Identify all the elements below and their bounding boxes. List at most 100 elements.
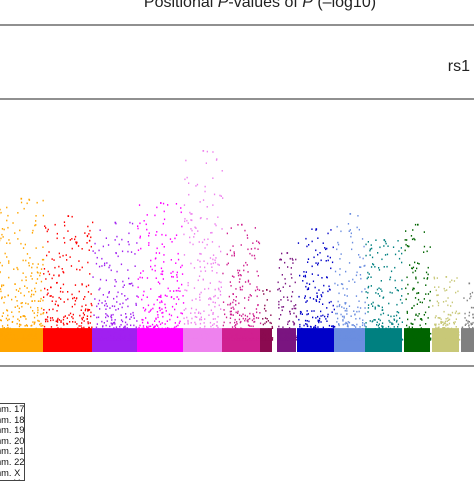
snp-point	[113, 298, 114, 300]
snp-point	[208, 314, 209, 316]
snp-point	[180, 267, 181, 269]
snp-point	[255, 290, 256, 292]
snp-point	[201, 329, 202, 331]
snp-point	[121, 339, 122, 341]
snp-point	[381, 259, 382, 261]
snp-point	[247, 336, 248, 338]
snp-point	[160, 332, 161, 334]
snp-point	[40, 290, 41, 292]
snp-point	[415, 333, 416, 335]
snp-point	[397, 240, 398, 242]
snp-point	[167, 320, 168, 322]
snp-point	[444, 339, 445, 341]
snp-point	[235, 327, 236, 329]
snp-point	[176, 339, 177, 341]
snp-point	[102, 326, 103, 328]
chromosome-points	[43, 215, 93, 352]
snp-point	[287, 332, 288, 334]
snp-point	[443, 324, 444, 326]
snp-point	[317, 334, 318, 336]
snp-point	[392, 332, 393, 334]
snp-point	[46, 335, 47, 337]
snp-point	[311, 332, 312, 334]
snp-point	[279, 259, 280, 261]
snp-point	[310, 339, 311, 341]
snp-point	[436, 295, 437, 297]
snp-point	[328, 260, 329, 262]
snp-point	[261, 329, 262, 331]
snp-point	[216, 159, 217, 161]
snp-point	[317, 316, 318, 318]
snp-point	[41, 325, 42, 327]
snp-point	[404, 339, 405, 341]
data-points	[0, 150, 474, 352]
snp-point	[342, 330, 343, 332]
snp-point	[328, 337, 329, 339]
snp-point	[28, 262, 29, 264]
snp-point	[383, 313, 384, 315]
snp-point	[414, 288, 415, 290]
snp-point	[409, 339, 410, 341]
snp-point	[93, 314, 94, 316]
snp-point	[208, 304, 209, 306]
snp-point	[199, 318, 200, 320]
snp-point	[379, 305, 380, 307]
snp-point	[264, 337, 265, 339]
snp-point	[128, 233, 129, 235]
snp-point	[40, 298, 41, 300]
snp-point	[176, 290, 177, 292]
snp-point	[37, 202, 38, 204]
snp-point	[159, 321, 160, 323]
snp-point	[127, 332, 128, 334]
snp-point	[212, 151, 213, 153]
legend-label: hm. X	[0, 468, 20, 478]
snp-point	[63, 237, 64, 239]
snp-point	[438, 317, 439, 319]
snp-point	[233, 314, 234, 316]
snp-point	[370, 320, 371, 322]
snp-point	[208, 298, 209, 300]
snp-point	[301, 333, 302, 335]
snp-point	[59, 333, 60, 335]
snp-point	[214, 323, 215, 325]
snp-point	[356, 295, 357, 297]
snp-point	[143, 291, 144, 293]
peak-point	[417, 224, 419, 226]
snp-point	[409, 336, 410, 338]
snp-point	[196, 316, 197, 318]
snp-point	[285, 332, 286, 334]
snp-point	[138, 296, 139, 298]
snp-point	[88, 329, 89, 331]
snp-point	[190, 213, 191, 215]
snp-point	[130, 325, 131, 327]
snp-point	[156, 231, 157, 233]
snp-point	[439, 338, 440, 340]
snp-point	[264, 305, 265, 307]
snp-point	[39, 337, 40, 339]
snp-point	[297, 332, 298, 334]
snp-point	[362, 238, 363, 240]
snp-point	[318, 289, 319, 291]
snp-point	[48, 332, 49, 334]
snp-point	[441, 319, 442, 321]
snp-point	[196, 336, 197, 338]
snp-point	[388, 303, 389, 305]
snp-point	[237, 224, 238, 226]
snp-point	[401, 262, 402, 264]
snp-point	[309, 283, 310, 285]
snp-point	[44, 288, 45, 290]
snp-point	[341, 306, 342, 308]
snp-point	[411, 334, 412, 336]
snp-point	[0, 212, 1, 214]
snp-point	[363, 246, 364, 248]
snp-point	[307, 320, 308, 322]
snp-point	[308, 313, 309, 315]
snp-point	[214, 331, 215, 333]
snp-point	[424, 314, 425, 316]
snp-point	[456, 318, 457, 320]
snp-point	[464, 317, 465, 319]
snp-point	[49, 338, 50, 340]
snp-point	[236, 338, 237, 340]
snp-point	[90, 339, 91, 341]
